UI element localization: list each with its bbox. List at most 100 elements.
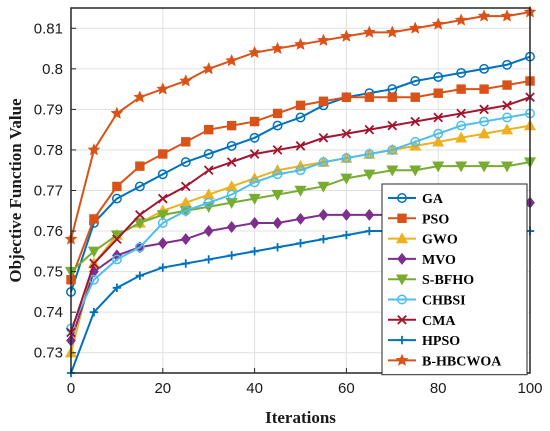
legend-label: MVO — [422, 253, 456, 268]
data-point — [249, 116, 260, 127]
legend-label: CHBSI — [422, 294, 466, 309]
data-point — [479, 104, 489, 115]
data-point — [410, 92, 420, 102]
legend-label: GWO — [422, 233, 458, 248]
legend-marker — [397, 252, 407, 265]
data-point — [202, 61, 216, 75]
legend-label: B-HBCWOA — [422, 354, 502, 369]
data-point — [204, 255, 213, 264]
data-point — [387, 144, 398, 155]
data-point — [87, 143, 101, 156]
legend-marker — [397, 294, 407, 305]
data-point — [203, 197, 214, 208]
data-point — [89, 307, 99, 317]
data-point — [456, 84, 466, 94]
data-point — [295, 165, 306, 176]
data-point — [158, 263, 167, 272]
data-point — [272, 108, 283, 119]
data-point — [455, 131, 468, 143]
data-point — [272, 169, 283, 180]
x-axis-title: Iterations — [265, 408, 336, 427]
legend-item: GA — [388, 192, 444, 207]
data-point — [180, 233, 191, 246]
data-point — [479, 116, 490, 127]
y-tick-label: 0.74 — [34, 304, 63, 321]
data-point — [478, 127, 491, 139]
series-b-hbcwoa — [64, 5, 537, 245]
data-point — [181, 259, 190, 268]
y-axis-title: Objective Function Value — [6, 98, 25, 283]
x-tick-label: 40 — [246, 380, 263, 397]
legend-label: PSO — [422, 212, 449, 227]
data-point — [319, 234, 328, 244]
data-point — [433, 71, 444, 82]
data-point — [248, 45, 262, 59]
data-point — [479, 84, 489, 94]
data-point — [226, 140, 237, 151]
data-point — [339, 29, 353, 42]
data-point — [226, 120, 237, 131]
y-tick-label: 0.79 — [34, 101, 63, 118]
data-point — [318, 96, 329, 106]
legend-item: S-BFHO — [388, 273, 474, 288]
series-cma — [66, 92, 535, 338]
data-point — [387, 92, 398, 102]
data-point — [432, 161, 445, 173]
data-point — [502, 59, 512, 70]
data-point — [316, 33, 330, 46]
data-point — [157, 217, 168, 228]
data-point — [249, 177, 260, 188]
data-point — [341, 208, 352, 221]
data-point — [133, 90, 147, 103]
data-point — [226, 157, 237, 167]
x-tick-label: 20 — [154, 380, 171, 397]
data-point — [341, 153, 352, 164]
data-point — [410, 116, 421, 127]
data-point — [500, 9, 514, 22]
x-tick-label: 0 — [67, 380, 75, 397]
x-tick-label: 80 — [430, 380, 447, 397]
data-point — [156, 210, 169, 222]
data-point — [180, 181, 191, 192]
data-point — [294, 185, 307, 197]
data-point — [112, 283, 122, 293]
data-point — [249, 216, 260, 229]
legend-item: B-HBCWOA — [388, 353, 502, 369]
data-point — [135, 209, 145, 220]
data-point — [87, 246, 100, 258]
data-point — [502, 100, 512, 111]
data-point — [110, 106, 124, 119]
data-point — [179, 74, 193, 87]
legend-marker — [397, 213, 407, 224]
data-point — [501, 161, 514, 173]
data-point — [456, 120, 467, 131]
data-point — [408, 21, 422, 34]
series-pso — [66, 76, 535, 285]
data-point — [112, 181, 122, 192]
data-point — [225, 53, 239, 67]
data-point — [249, 149, 260, 159]
data-point — [318, 132, 329, 143]
y-tick-label: 0.8 — [42, 61, 63, 78]
data-point — [158, 149, 168, 159]
data-point — [249, 132, 260, 143]
data-point — [433, 88, 443, 98]
data-point — [364, 92, 375, 102]
data-point — [410, 76, 421, 86]
data-point — [454, 13, 468, 26]
data-point — [364, 124, 375, 135]
data-point — [340, 173, 353, 185]
data-point — [203, 149, 214, 159]
data-point — [227, 251, 236, 260]
data-point — [364, 149, 375, 159]
legend-item: MVO — [388, 253, 456, 268]
legend-label: CMA — [422, 314, 456, 329]
data-point — [501, 123, 514, 135]
data-point — [410, 136, 421, 147]
data-point — [157, 193, 168, 204]
data-point — [342, 230, 351, 240]
data-point — [293, 37, 308, 51]
data-point — [433, 128, 444, 139]
data-point — [318, 157, 329, 168]
x-tick-label: 100 — [517, 380, 542, 397]
